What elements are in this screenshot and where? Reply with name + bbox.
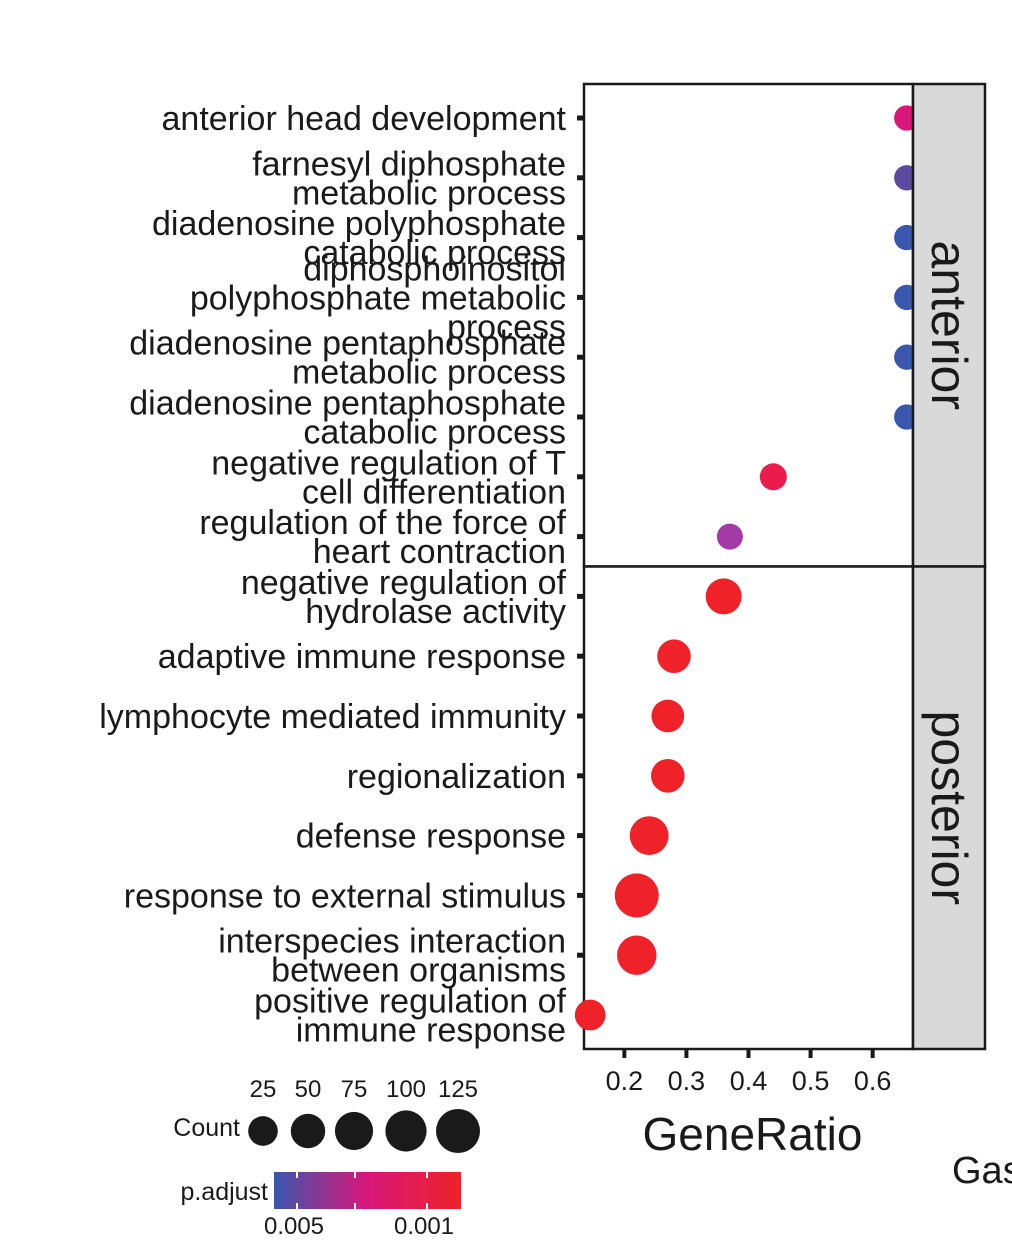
term-label: catabolic process [303,234,566,272]
facet-strip-posterior [911,565,987,1051]
x-tick-label: 0.3 [668,1066,706,1096]
term-label: negative regulation of [241,564,567,602]
term-label: adaptive immune response [158,638,566,676]
x-tick-label: 0.5 [792,1066,830,1096]
padjust-legend-label: 0.001 [394,1213,454,1240]
term-label: diphosphoinositol [303,250,566,288]
facet-label-posterior: posterior [921,710,977,905]
term-label: immune response [296,1012,566,1050]
x-tick-label: 0.6 [854,1066,892,1096]
data-point [614,873,659,918]
term-label: metabolic process [292,174,566,212]
term-label: farnesyl diphosphate [252,145,566,183]
term-label: positive regulation of [254,983,566,1021]
padjust-legend-label: 0.005 [264,1213,324,1240]
data-point [705,578,742,615]
count-legend-label: 50 [295,1076,322,1103]
data-point [617,935,657,975]
count-legend-dot [248,1116,278,1146]
cropped-text: Gas [952,1150,1012,1192]
term-label: lymphocyte mediated immunity [99,698,566,736]
term-label: diadenosine pentaphosphate [129,385,566,423]
data-point [574,999,606,1031]
term-label: diadenosine polyphosphate [152,205,566,243]
data-point [716,523,743,550]
term-label: polyphosphate metabolic [190,279,566,317]
data-point [657,639,691,673]
count-legend-label: 100 [386,1076,426,1103]
data-point [651,759,685,793]
term-label: cell differentiation [302,473,566,511]
facet-strip-anterior [911,82,987,568]
term-label: negative regulation of T [211,444,566,482]
term-label: process [447,308,566,346]
term-label: metabolic process [292,354,566,392]
count-legend-label: 25 [250,1076,277,1103]
term-label: between organisms [271,952,566,990]
term-label: regionalization [347,758,566,796]
term-labels: anterior head development farnesyl diphos… [99,100,584,1050]
data-point [651,699,685,733]
term-label: defense response [296,818,566,856]
count-legend-dot [334,1111,374,1151]
term-label: catabolic process [303,414,566,452]
facet-panel-anterior [582,82,915,568]
facet-strips: anterior posterior [911,82,987,1051]
term-label: regulation of the force of [199,504,566,542]
count-legend-label: 125 [438,1076,478,1103]
term-label: response to external stimulus [124,877,566,915]
x-axis-title: GeneRatio [643,1108,863,1160]
x-tick-label: 0.2 [606,1066,644,1096]
count-legend-dot [290,1113,326,1149]
data-point [759,463,787,491]
facet-panel-posterior [582,565,915,1051]
padjust-legend-title: p.adjust [180,1178,268,1206]
legend: 25 50 75 100 125 Count p.adjust 0.005 0.001 [173,1076,480,1240]
facet-label-anterior: anterior [921,240,977,410]
x-axis: 0.2 0.3 0.4 0.5 0.6 GeneRatio [606,1049,892,1160]
count-legend-label: 75 [341,1076,368,1103]
term-label: heart contraction [313,533,566,571]
count-legend-dot [436,1109,480,1153]
x-tick-label: 0.4 [730,1066,768,1096]
data-point [629,816,669,855]
term-label: hydrolase activity [305,593,566,631]
term-label: anterior head development [162,100,567,138]
term-label: diadenosine pentaphosphate [129,325,566,363]
padjust-colorbar [274,1172,461,1209]
count-legend-dot [385,1110,427,1152]
count-legend-title: Count [173,1114,240,1142]
term-label: interspecies interaction [218,923,566,961]
